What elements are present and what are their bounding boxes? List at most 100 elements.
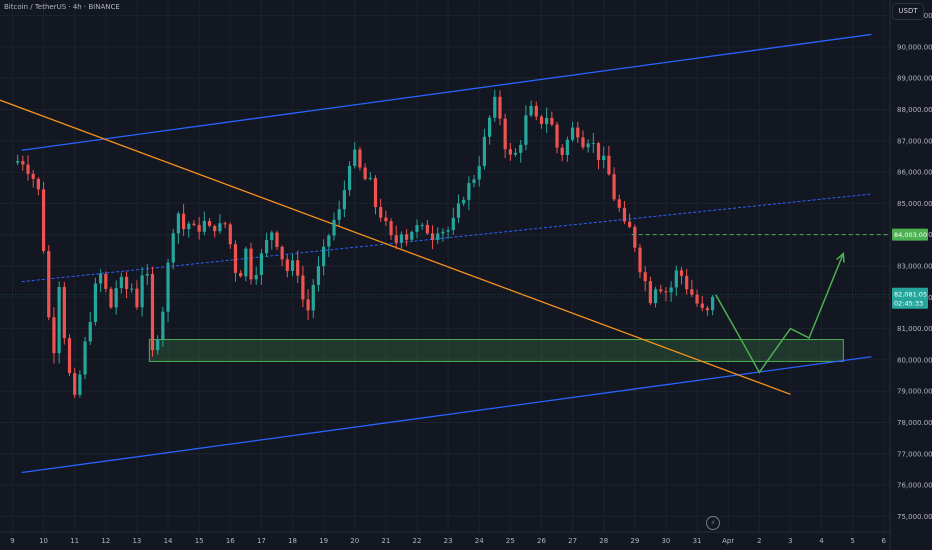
x-tick-label: 25 <box>506 537 515 545</box>
candle-body <box>591 143 595 145</box>
candle-body <box>690 289 694 295</box>
candle-body <box>368 178 372 180</box>
candle-body <box>503 118 507 150</box>
chart-grid <box>0 0 890 532</box>
candle-body <box>88 321 92 342</box>
candle-body <box>410 231 414 240</box>
candle-body <box>384 217 388 222</box>
tradingview-logo-icon[interactable]: ⚡ <box>706 516 720 530</box>
candle-body <box>26 164 30 174</box>
candle-body <box>322 246 326 267</box>
y-tick-label: 78,000.00 <box>897 419 932 427</box>
candle-body <box>239 272 243 277</box>
candle-body <box>52 317 56 354</box>
candle-body <box>270 232 274 240</box>
candle-body <box>202 220 206 232</box>
candle-body <box>161 311 165 340</box>
x-tick-label: 15 <box>195 537 204 545</box>
candle-body <box>145 274 149 276</box>
candle-body <box>415 225 419 232</box>
demand-zone-rect <box>148 339 844 362</box>
candle-body <box>653 289 658 304</box>
candle-body <box>156 339 160 351</box>
candle-body <box>545 117 549 125</box>
candle-body <box>187 223 191 230</box>
candle-body <box>244 248 248 277</box>
candle-body <box>565 139 570 155</box>
candle-body <box>633 226 637 248</box>
drawing-lines-layer <box>0 33 872 474</box>
candle-body <box>21 161 25 165</box>
candle-body <box>93 283 98 322</box>
candle-body <box>685 275 689 290</box>
projection-arrowhead <box>836 251 845 263</box>
candle-body <box>711 296 715 311</box>
candle-body <box>425 224 429 234</box>
candle-body <box>446 230 450 232</box>
x-tick-label: 4 <box>819 537 824 545</box>
candle-body <box>67 338 72 374</box>
candle-body <box>586 143 590 148</box>
candle-body <box>643 272 647 282</box>
candle-body <box>114 288 118 308</box>
candle-body <box>456 203 461 218</box>
channel-upper-line <box>21 33 872 151</box>
candle-body <box>296 260 300 276</box>
candle-body <box>405 234 409 240</box>
candle-body <box>73 373 77 395</box>
x-tick-label: 2 <box>757 537 761 545</box>
candle-body <box>311 284 315 311</box>
candle-body <box>700 303 704 308</box>
candle-body <box>41 189 46 251</box>
x-tick-label: 6 <box>882 537 887 545</box>
x-tick-label: 30 <box>661 537 670 545</box>
demand-zone-layer <box>148 339 844 362</box>
price-axis[interactable]: 91,000.0090,000.0089,000.0088,000.0087,0… <box>889 0 932 550</box>
candle-body <box>555 124 559 148</box>
candle-body <box>379 207 383 218</box>
currency-button[interactable]: USDT <box>892 3 924 20</box>
candle-body <box>622 207 627 222</box>
candle-body <box>150 274 155 351</box>
candle-body <box>285 259 289 272</box>
candle-body <box>223 223 227 225</box>
candle-body <box>264 239 269 254</box>
candle-body <box>99 273 103 284</box>
symbol-title[interactable]: Bitcoin / TetherUS · 4h · BINANCE <box>4 3 120 11</box>
candle-body <box>337 209 341 220</box>
time-axis[interactable]: 9 10 11 12 13 14 15 16 17 18 19 20 21 22 23 24 25 26 27 28 2… <box>0 531 890 545</box>
y-tick-label: 87,000.00 <box>897 137 932 145</box>
x-tick-label: 13 <box>132 537 141 545</box>
candle-body <box>301 275 305 300</box>
y-tick-label: 90,000.00 <box>897 43 932 51</box>
candle-body <box>467 183 471 200</box>
candle-body <box>130 288 134 290</box>
candle-body <box>290 260 295 272</box>
target-price-label: 84,003.00 <box>894 231 927 239</box>
descending-trendline <box>0 99 791 395</box>
candle-body <box>213 225 217 232</box>
candle-body <box>462 199 466 204</box>
candle-body <box>353 149 357 166</box>
y-tick-label: 76,000.00 <box>897 482 932 490</box>
candle-body <box>534 105 538 117</box>
x-tick-label: 12 <box>101 537 110 545</box>
candle-body <box>394 235 398 243</box>
x-tick-label: 18 <box>288 537 297 545</box>
y-tick-label: 89,000.00 <box>897 75 932 83</box>
y-tick-label: 85,000.00 <box>897 200 932 208</box>
candle-body <box>451 217 455 231</box>
current-price-label: 82,081.05 <box>894 290 927 298</box>
candle-body <box>249 248 253 280</box>
candle-body <box>420 224 424 226</box>
candle-body <box>576 127 580 138</box>
candle-body <box>192 223 196 225</box>
x-tick-label: 11 <box>70 537 79 545</box>
candle-body <box>659 289 663 292</box>
x-tick-label: 14 <box>164 537 173 545</box>
candle-body <box>62 286 66 339</box>
y-tick-label: 80,000.00 <box>897 356 932 364</box>
projection-path <box>715 253 845 374</box>
current-price-tag <box>892 287 928 309</box>
